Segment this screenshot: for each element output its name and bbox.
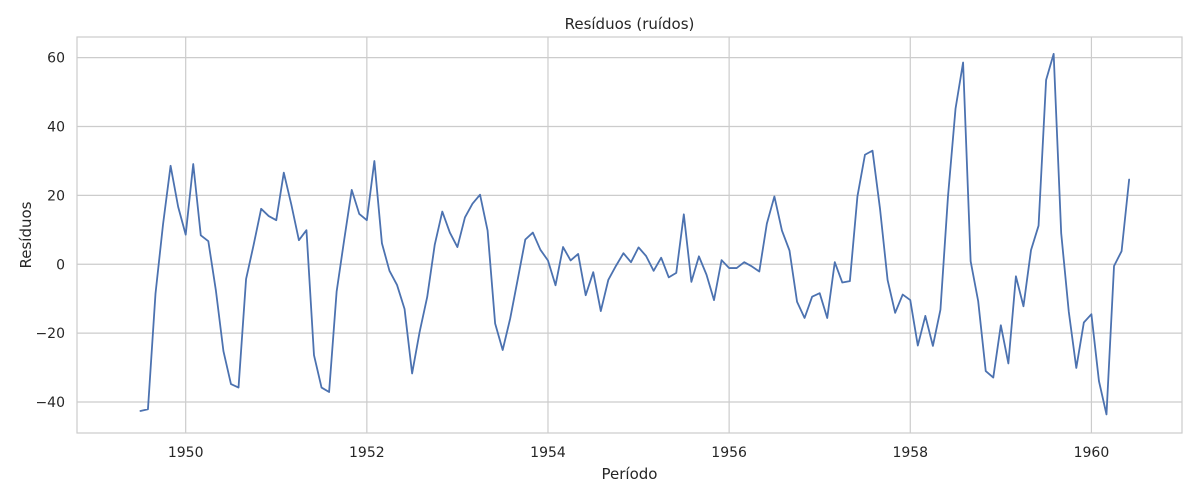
y-tick-label: −40 [35,395,65,411]
x-tick-label: 1954 [530,445,566,461]
x-axis-title: Período [602,465,658,483]
y-tick-label: 40 [47,120,65,136]
y-tick-label: 60 [47,51,65,67]
series-group [139,52,1131,416]
y-axis-title: Resíduos [17,201,35,268]
x-tick-label: 1960 [1074,445,1110,461]
series-line-0 [139,52,1131,416]
plot-frame [76,36,1183,434]
grid [77,37,1182,433]
y-tick-label: 20 [47,188,65,204]
y-tick-label: 0 [56,257,65,273]
x-tick-label: 1952 [349,445,385,461]
plot-area [77,37,1182,433]
y-axis-ticks: −40 −20 0 20 40 60 [35,51,65,411]
x-tick-label: 1958 [892,445,928,461]
chart-title: Resíduos (ruídos) [565,15,695,33]
x-axis-ticks: 1950 1952 1954 1956 1958 1960 [168,445,1109,461]
x-tick-label: 1950 [168,445,204,461]
x-tick-label: 1956 [711,445,747,461]
y-tick-label: −20 [35,326,65,342]
